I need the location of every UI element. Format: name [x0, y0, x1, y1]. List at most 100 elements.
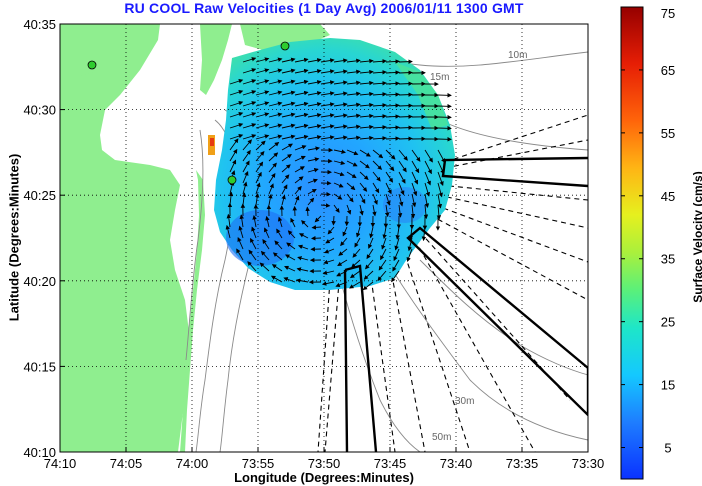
velocity-vector [242, 68, 257, 74]
velocity-vector [394, 237, 400, 251]
velocity-vector [355, 226, 361, 238]
velocity-vector [229, 159, 237, 173]
velocity-vector [333, 135, 348, 140]
velocity-vector [281, 90, 296, 96]
velocity-vector [320, 91, 335, 96]
velocity-vector [311, 225, 322, 230]
velocity-vector [397, 204, 403, 218]
velocity-vector [398, 193, 404, 207]
velocity-vector [255, 161, 264, 173]
velocity-vector [372, 103, 387, 108]
velocity-vector [320, 124, 335, 129]
velocity-vector [255, 123, 270, 129]
velocity-vector [294, 185, 302, 195]
velocity-vector [398, 171, 406, 184]
x-tick-label: 73:50 [308, 456, 341, 471]
velocity-vector [349, 281, 361, 289]
velocity-vector [281, 123, 296, 129]
colorbar-tick-label: 15 [661, 378, 675, 393]
velocity-vector [281, 57, 296, 63]
land-brooklyn [240, 24, 330, 52]
velocity-vector [262, 239, 270, 250]
velocity-vector [342, 226, 348, 237]
velocity-vector [229, 111, 244, 118]
velocity-vector [307, 102, 322, 107]
velocity-vector [307, 168, 319, 173]
velocity-vector [436, 204, 442, 220]
shipping-lanes [343, 156, 588, 452]
velocity-vector [359, 58, 374, 64]
velocity-vector [242, 79, 257, 85]
velocity-vector [229, 122, 244, 129]
velocity-vector [307, 80, 322, 85]
velocity-vector [268, 193, 273, 206]
velocity-vector [398, 103, 413, 108]
velocity-vector [268, 134, 283, 140]
colorbar-tick-label: 35 [661, 252, 675, 267]
velocity-vector [437, 149, 446, 164]
velocity-vector [385, 125, 400, 130]
velocity-vector [242, 101, 257, 107]
velocity-vector [268, 183, 274, 195]
velocity-vector [294, 155, 306, 162]
velocity-vector [359, 91, 374, 97]
velocity-vector [268, 79, 283, 85]
velocity-vector [294, 57, 309, 63]
radar-site-marker [280, 41, 290, 51]
velocity-vector [398, 114, 413, 119]
velocity-vector [281, 134, 296, 140]
colorbar-tick-label: 55 [661, 126, 675, 141]
velocity-vector [307, 146, 320, 151]
velocity-vector [259, 262, 270, 272]
velocity-vector [229, 78, 244, 85]
velocity-vector [314, 215, 322, 223]
velocity-vector [272, 252, 283, 261]
x-tick-label: 74:00 [176, 456, 209, 471]
land-longisland [380, 40, 588, 132]
velocity-vector [239, 214, 244, 228]
velocity-vector [271, 264, 283, 272]
velocity-vector [225, 224, 231, 239]
velocity-vector [333, 58, 348, 63]
velocity-vector [229, 138, 239, 151]
velocity-vector [321, 281, 335, 286]
velocity-vector [268, 123, 283, 129]
velocity-vector [238, 225, 244, 239]
velocity-vector [346, 204, 352, 215]
velocity-vector [295, 278, 309, 283]
velocity-vector [372, 114, 387, 119]
velocity-vector [333, 204, 340, 213]
velocity-vector [398, 125, 413, 130]
velocity-vector [252, 215, 257, 228]
velocity-vector [372, 193, 378, 205]
velocity-vector [294, 123, 309, 129]
velocity-vector [333, 171, 345, 177]
velocity-vector [372, 59, 387, 64]
velocity-vector [281, 184, 288, 195]
velocity-vector [320, 135, 335, 140]
velocity-vector [385, 103, 400, 108]
velocity-vector [320, 102, 335, 107]
velocity-vector [286, 242, 296, 250]
velocity-vector [398, 136, 413, 141]
velocity-vector [378, 259, 387, 271]
velocity-vector [325, 237, 335, 244]
velocity-vector [333, 80, 348, 85]
velocity-vector [391, 270, 400, 283]
x-tick-label: 74:05 [110, 456, 143, 471]
velocity-vector [285, 254, 296, 261]
grid-lines [60, 24, 588, 452]
velocity-vector [320, 69, 335, 74]
velocity-vector [398, 81, 413, 86]
velocity-vector [294, 176, 304, 184]
velocity-vector [265, 215, 270, 228]
velocity-vector [242, 181, 248, 195]
land-west [60, 24, 190, 452]
velocity-vector [385, 160, 395, 172]
velocity-vector [307, 113, 322, 118]
colorbar-ticks: 5 15 25 35 45 55 65 75 [621, 6, 675, 456]
velocity-vector [359, 80, 374, 86]
y-tick-label: 40:25 [23, 188, 56, 203]
radar-sites [87, 41, 290, 185]
